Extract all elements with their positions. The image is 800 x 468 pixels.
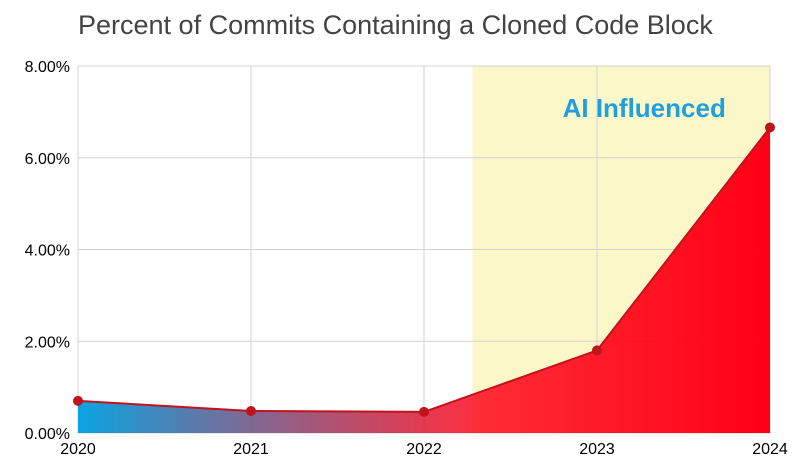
x-tick-label: 2023 (579, 441, 615, 458)
y-tick-label: 2.00% (25, 334, 70, 351)
x-tick-label: 2024 (752, 441, 788, 458)
data-point (592, 345, 602, 356)
x-tick-label: 2021 (233, 441, 269, 458)
x-axis-tick-labels: 2020 2021 2022 2023 2024 (60, 441, 788, 458)
area-series (78, 127, 770, 433)
y-tick-label: 6.00% (25, 151, 70, 168)
y-tick-label: 4.00% (25, 243, 70, 260)
x-tick-label: 2022 (406, 441, 442, 458)
data-point (419, 406, 429, 417)
chart-title: Percent of Commits Containing a Cloned C… (78, 10, 713, 40)
data-markers (73, 122, 775, 417)
y-tick-label: 8.00% (25, 59, 70, 76)
data-point (73, 395, 83, 406)
y-axis-tick-labels: 0.00% 2.00% 4.00% 6.00% 8.00% (25, 59, 70, 443)
data-point (765, 122, 775, 133)
ai-influenced-label: AI Influenced (563, 93, 726, 123)
data-point (246, 405, 256, 416)
y-tick-label: 0.00% (25, 426, 70, 443)
x-tick-label: 2020 (60, 441, 96, 458)
